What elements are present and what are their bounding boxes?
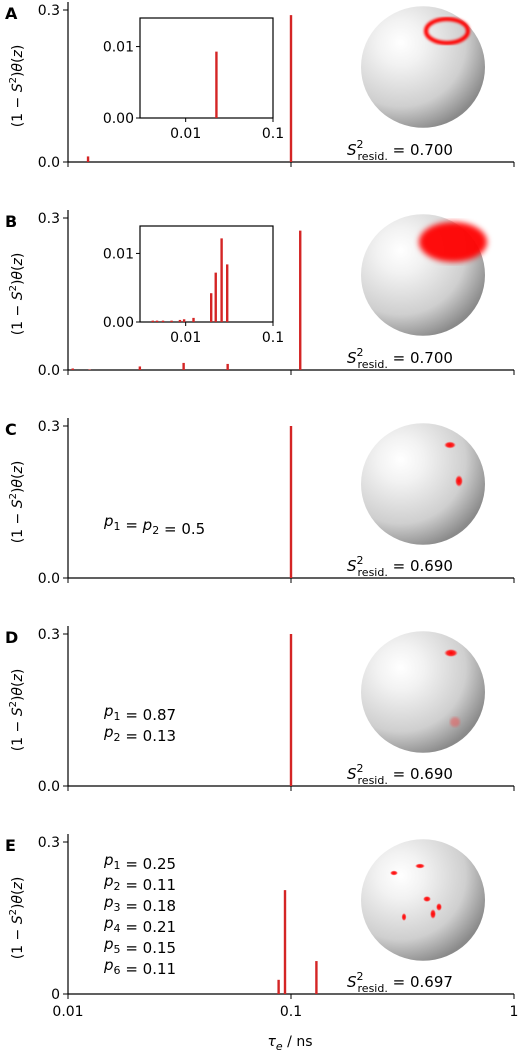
panel-a: A 0.0 0.3 (1 − S2)θ(z) 0.00 0.01 0.01 0.1 S2 resi… (5, 2, 515, 171)
probability-annotation: p5 = 0.15 (103, 935, 176, 957)
y-axis-label: (1 − S2)θ(z) (8, 877, 26, 960)
x-tick-label: 1 (510, 1004, 519, 1020)
x-axis-label: τe / ns (267, 1034, 312, 1053)
y-tick-label: 0.3 (38, 211, 60, 227)
sphere-spot (415, 863, 425, 869)
sphere-spot (455, 475, 463, 487)
sphere-spot (423, 896, 431, 902)
sphere-spot (390, 870, 398, 876)
inset-y-tick-label: 0.00 (103, 111, 134, 127)
y-tick-label: 0.0 (38, 155, 60, 171)
sphere (361, 839, 485, 961)
residual-order-parameter: S2 resid. = 0.690 (347, 762, 453, 787)
sphere (361, 6, 485, 128)
inset-y-tick-label: 0.00 (103, 315, 134, 331)
inset-x-tick-label: 0.01 (170, 126, 201, 142)
y-axis-label: (1 − S2)θ(z) (8, 45, 26, 128)
probability-annotation: p4 = 0.21 (103, 914, 176, 936)
panel-letter: A (5, 4, 18, 23)
y-tick-label: 0.0 (38, 779, 60, 795)
sphere-spot (436, 903, 442, 911)
sphere-spot (401, 913, 407, 921)
y-axis-label: (1 − S2)θ(z) (8, 669, 26, 752)
y-tick-label: 0.3 (38, 627, 60, 643)
probability-annotation: p2 = 0.13 (103, 723, 176, 745)
probability-annotation: p1 = 0.87 (103, 702, 176, 724)
panel-c: C 0.0 0.3 (1 − S2)θ(z) S2 resid. = 0.690 p1 = … (5, 418, 515, 587)
panel-letter: E (5, 836, 16, 855)
panel-letter: D (5, 628, 18, 647)
y-tick-label: 0.3 (38, 835, 60, 851)
y-tick-label: 0.3 (38, 419, 60, 435)
residual-order-parameter: S2 resid. = 0.700 (347, 346, 453, 371)
sphere-ring (424, 17, 470, 45)
inset-frame (139, 17, 274, 119)
inset-y-tick-label: 0.01 (103, 40, 134, 56)
y-tick-label: 0.3 (38, 3, 60, 19)
x-tick-label: 0.01 (52, 1004, 83, 1020)
inset-x-tick-label: 0.01 (170, 330, 201, 346)
sphere-spot (430, 909, 436, 919)
panel-letter: C (5, 420, 17, 439)
inset-y-tick-label: 0.01 (103, 246, 134, 262)
y-tick-label: 0.0 (38, 571, 60, 587)
y-axis-label: (1 − S2)θ(z) (8, 461, 26, 544)
inset: 0.00 0.01 0.01 0.1 (103, 225, 284, 346)
sphere (361, 631, 485, 753)
residual-order-parameter: S2 resid. = 0.697 (347, 970, 453, 995)
y-tick-label: 0 (51, 987, 60, 1003)
y-tick-label: 0.0 (38, 363, 60, 379)
inset-frame (139, 225, 274, 323)
inset: 0.00 0.01 0.01 0.1 (103, 17, 284, 142)
inset-x-tick-label: 0.1 (262, 330, 284, 346)
inset-x-tick-label: 0.1 (262, 126, 284, 142)
probability-annotation: p3 = 0.18 (103, 893, 176, 915)
panel-letter: B (5, 212, 17, 231)
probability-annotation: p1 = p2 = 0.5 (103, 512, 205, 538)
panel-b: B 0.0 0.3 (1 − S2)θ(z) 0.00 0.01 0.01 0.1 S2 resi… (5, 210, 515, 379)
y-axis-label: (1 − S2)θ(z) (8, 253, 26, 336)
residual-order-parameter: S2 resid. = 0.690 (347, 554, 453, 579)
residual-order-parameter: S2 resid. = 0.700 (347, 138, 453, 163)
panel-d: D 0.0 0.3 (1 − S2)θ(z) S2 resid. = 0.690 p1 = … (5, 626, 515, 795)
sphere-spot (444, 441, 456, 449)
probability-annotation: p2 = 0.11 (103, 872, 176, 894)
sphere-cap (419, 222, 487, 262)
probability-annotation: p1 = 0.25 (103, 851, 176, 873)
sphere (361, 423, 485, 545)
panel-e: E 0 0.3 0.01 0.1 1 (1 − S2)θ(z) S2 resid. = 0.69… (5, 834, 518, 1020)
sphere-spot (444, 649, 458, 657)
x-tick-label: 0.1 (280, 1004, 302, 1020)
probability-annotation: p6 = 0.11 (103, 956, 176, 978)
sphere-spot (450, 717, 460, 727)
